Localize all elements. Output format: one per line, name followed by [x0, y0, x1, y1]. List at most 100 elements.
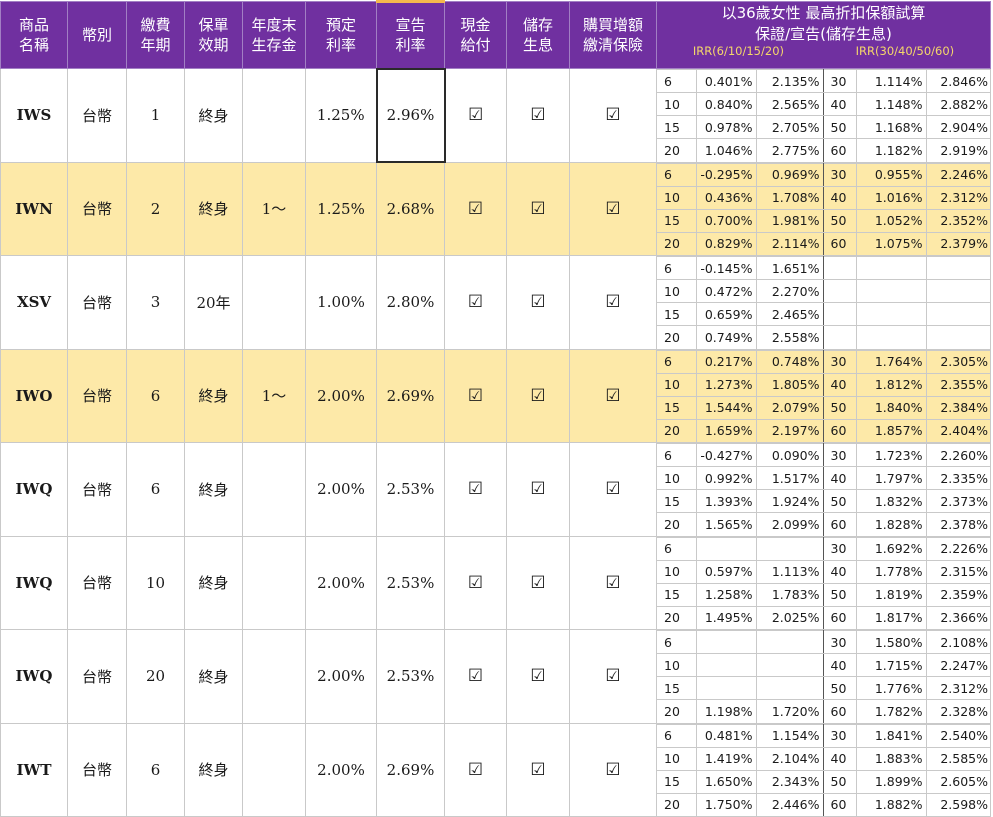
payment-term-cell[interactable]: 20	[126, 629, 185, 724]
irr-guaranteed-long[interactable]: 1.723%	[855, 443, 927, 467]
currency-cell[interactable]: 台幣	[67, 629, 127, 724]
irr-declared-short[interactable]: 1.720%	[755, 699, 824, 723]
irr-declared-long[interactable]: 2.305%	[925, 349, 991, 374]
accumulate-interest-checkbox-icon[interactable]: ☑	[530, 759, 546, 780]
accumulate-interest-cell[interactable]: ☑	[506, 535, 570, 630]
irr-guaranteed-short[interactable]: 0.481%	[695, 723, 757, 748]
accumulate-interest-checkbox-icon[interactable]: ☑	[530, 105, 546, 126]
irr-declared-long[interactable]: 2.246%	[925, 162, 991, 187]
irr-guaranteed-short[interactable]: 0.829%	[695, 231, 757, 255]
policy-term-cell[interactable]: 終身	[184, 722, 243, 817]
irr-year-long[interactable]	[822, 256, 857, 280]
irr-guaranteed-long[interactable]: 1.114%	[855, 69, 927, 93]
irr-year-short[interactable]: 6	[657, 69, 697, 93]
irr-declared-short[interactable]	[755, 676, 824, 700]
irr-declared-long[interactable]: 2.352%	[925, 208, 991, 233]
irr-declared-long[interactable]: 2.882%	[925, 92, 991, 116]
irr-declared-short[interactable]: 0.090%	[755, 443, 824, 467]
irr-declared-long[interactable]	[925, 279, 991, 303]
irr-year-short[interactable]: 15	[657, 769, 697, 794]
declared-rate-cell[interactable]: 2.53%	[376, 442, 445, 537]
irr-year-short[interactable]: 15	[657, 489, 697, 513]
policy-term-cell[interactable]: 終身	[184, 68, 243, 163]
irr-guaranteed-long[interactable]: 1.817%	[855, 605, 927, 629]
paid-up-cell[interactable]: ☑	[569, 629, 657, 724]
irr-year-short[interactable]: 10	[657, 372, 697, 397]
irr-guaranteed-long[interactable]: 1.883%	[855, 746, 927, 771]
irr-declared-short[interactable]	[755, 653, 824, 677]
paid-up-cell[interactable]: ☑	[569, 255, 657, 350]
irr-year-long[interactable]: 30	[822, 536, 857, 561]
irr-declared-short[interactable]: 2.104%	[755, 746, 824, 771]
irr-declared-long[interactable]: 2.605%	[925, 769, 991, 794]
irr-declared-short[interactable]	[755, 630, 824, 654]
paid-up-checkbox-icon[interactable]: ☑	[605, 666, 621, 687]
irr-year-long[interactable]: 40	[822, 559, 857, 584]
irr-declared-short[interactable]: 2.114%	[755, 231, 824, 255]
irr-declared-short[interactable]: 2.565%	[755, 92, 824, 116]
irr-guaranteed-long[interactable]: 1.857%	[855, 418, 927, 442]
cash-payment-checkbox-icon[interactable]: ☑	[468, 105, 484, 126]
paid-up-cell[interactable]: ☑	[569, 161, 657, 256]
irr-guaranteed-short[interactable]: -0.145%	[695, 256, 757, 280]
irr-declared-long[interactable]: 2.247%	[925, 653, 991, 677]
irr-guaranteed-long[interactable]	[855, 279, 927, 303]
currency-cell[interactable]: 台幣	[67, 348, 127, 443]
paid-up-checkbox-icon[interactable]: ☑	[605, 385, 621, 406]
irr-declared-short[interactable]: 1.113%	[755, 559, 824, 584]
irr-year-short[interactable]: 10	[657, 279, 697, 303]
irr-declared-short[interactable]: 1.783%	[755, 582, 824, 607]
irr-year-long[interactable]: 30	[822, 630, 857, 654]
cash-payment-checkbox-icon[interactable]: ☑	[467, 759, 484, 780]
policy-term-cell[interactable]: 終身	[184, 535, 243, 630]
product-code-cell[interactable]: IWQ	[0, 535, 68, 630]
accumulate-interest-cell[interactable]: ☑	[506, 722, 570, 817]
irr-declared-long[interactable]: 2.226%	[925, 536, 991, 561]
irr-guaranteed-long[interactable]: 1.052%	[855, 208, 927, 233]
irr-year-short[interactable]: 15	[657, 676, 697, 700]
payment-term-cell[interactable]: 6	[126, 348, 185, 443]
irr-guaranteed-short[interactable]: -0.295%	[695, 162, 757, 187]
irr-guaranteed-short[interactable]: 0.700%	[695, 208, 757, 233]
assumed-rate-cell[interactable]: 1.25%	[305, 161, 377, 256]
irr-guaranteed-short[interactable]: 1.393%	[695, 489, 757, 513]
irr-year-short[interactable]: 6	[657, 349, 697, 374]
irr-declared-long[interactable]: 2.355%	[925, 372, 991, 397]
accumulate-interest-checkbox-icon[interactable]: ☑	[530, 198, 546, 219]
paid-up-checkbox-icon[interactable]: ☑	[605, 759, 621, 780]
irr-guaranteed-long[interactable]	[855, 302, 927, 326]
product-code-cell[interactable]: IWQ	[0, 629, 68, 724]
currency-cell[interactable]: 台幣	[67, 68, 127, 163]
assumed-rate-cell[interactable]: 1.25%	[305, 68, 377, 163]
currency-cell[interactable]: 台幣	[67, 722, 127, 817]
irr-declared-short[interactable]: 2.270%	[755, 279, 824, 303]
irr-declared-long[interactable]: 2.108%	[925, 630, 991, 654]
payment-term-cell[interactable]: 10	[126, 535, 185, 630]
irr-declared-long[interactable]: 2.328%	[925, 699, 991, 723]
irr-guaranteed-long[interactable]: 1.841%	[855, 723, 927, 748]
survival-benefit-cell[interactable]	[242, 255, 306, 350]
irr-year-long[interactable]: 60	[822, 512, 857, 536]
irr-declared-long[interactable]: 2.904%	[925, 115, 991, 139]
irr-guaranteed-short[interactable]: 1.565%	[695, 512, 757, 536]
irr-guaranteed-short[interactable]	[695, 676, 757, 700]
assumed-rate-cell[interactable]: 2.00%	[305, 629, 377, 724]
irr-year-short[interactable]: 10	[657, 653, 697, 677]
irr-year-long[interactable]: 30	[822, 162, 857, 187]
paid-up-cell[interactable]: ☑	[569, 722, 657, 817]
assumed-rate-cell[interactable]: 2.00%	[305, 442, 377, 537]
irr-declared-long[interactable]: 2.540%	[925, 723, 991, 748]
survival-benefit-cell[interactable]	[242, 722, 306, 817]
assumed-rate-cell[interactable]: 2.00%	[305, 348, 377, 443]
irr-guaranteed-short[interactable]: 0.401%	[695, 69, 757, 93]
irr-guaranteed-long[interactable]: 1.828%	[855, 512, 927, 536]
payment-term-cell[interactable]: 2	[126, 161, 185, 256]
irr-declared-long[interactable]: 2.379%	[925, 231, 991, 255]
accumulate-interest-checkbox-icon[interactable]: ☑	[530, 479, 546, 500]
paid-up-cell[interactable]: ☑	[569, 348, 657, 443]
irr-declared-long[interactable]: 2.384%	[925, 395, 991, 420]
irr-declared-long[interactable]: 2.312%	[925, 185, 991, 210]
irr-guaranteed-short[interactable]: 0.436%	[695, 185, 757, 210]
irr-declared-long[interactable]: 2.260%	[925, 443, 991, 467]
paid-up-cell[interactable]: ☑	[569, 442, 657, 537]
